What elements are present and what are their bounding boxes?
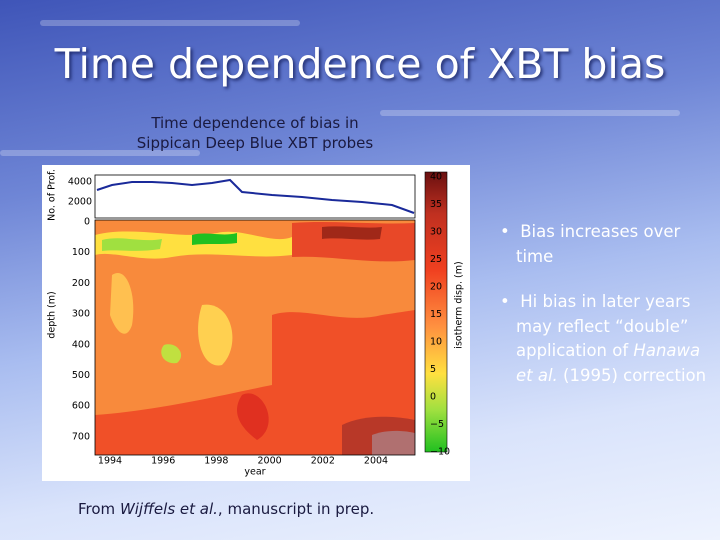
colorbar-tick-label: 5 (430, 364, 436, 375)
contour-region (237, 393, 269, 440)
y-tick-label: 200 (72, 278, 90, 289)
profile-count-line (96, 178, 415, 214)
x-tick-label: 1996 (151, 456, 175, 467)
contour-region (161, 344, 182, 364)
contour-region (102, 238, 162, 251)
figure: No. of Prof. depth (m) year isotherm dis… (42, 165, 470, 481)
figure-caption: Time dependence of bias in (151, 114, 359, 132)
colorbar-tick-label: −5 (430, 419, 444, 430)
background-streak (380, 110, 680, 116)
x-tick-label: 1998 (204, 456, 228, 467)
contour-region (198, 304, 233, 366)
colorbar-tick-label: 25 (430, 254, 442, 265)
colorbar-tick-label: 0 (430, 392, 436, 403)
contour-region (192, 233, 237, 245)
bullet: • Bias increases over time (500, 222, 681, 266)
x-tick-label: 2002 (311, 456, 335, 467)
source-italic: Wijffels et al. (119, 500, 218, 518)
colorbar-tick-label: 15 (430, 309, 442, 320)
contour-region (322, 226, 382, 240)
top-y-tick-label: 4000 (68, 177, 92, 188)
y-tick-label: 0 (84, 217, 90, 228)
top-y-tick-label: 2000 (68, 197, 92, 208)
figure-caption: Sippican Deep Blue XBT probes (136, 134, 374, 152)
top-y-label: No. of Prof. (47, 169, 58, 221)
bullet-italic: Hanawa et al. (516, 341, 701, 385)
contour-region (95, 231, 292, 259)
x-tick-label: 2004 (364, 456, 388, 467)
colorbar-tick-label: −10 (430, 447, 450, 458)
plot-frame (94, 219, 416, 456)
colorbar-tick-label: 20 (430, 282, 442, 293)
bullet-text: Hi bias in later years may reflect “doub… (516, 292, 691, 360)
y-tick-label: 500 (72, 370, 90, 381)
contour-field (94, 219, 416, 456)
background-streak (0, 150, 200, 156)
y-tick-label: 700 (72, 431, 90, 442)
x-tick-label: 1994 (98, 456, 122, 467)
x-label: year (244, 467, 265, 478)
background-streak (40, 20, 300, 26)
bullet: • Hi bias in later years may reflect “do… (500, 292, 707, 385)
source-note: From Wijffels et al., manuscript in prep… (78, 500, 374, 518)
colorbar-label: isotherm disp. (m) (454, 261, 465, 348)
colorbar-tick-label: 30 (430, 227, 442, 238)
y-label: depth (m) (47, 291, 58, 338)
colorbar-tick-label: 35 (430, 199, 442, 210)
source-text: , manuscript in prep. (217, 500, 375, 518)
contour-region (95, 310, 415, 455)
bullet-text: (1995) correction (557, 365, 707, 385)
x-tick-label: 2000 (258, 456, 282, 467)
y-tick-label: 100 (72, 247, 90, 258)
y-tick-label: 600 (72, 401, 90, 412)
colorbar-tick-label: 10 (430, 337, 442, 348)
contour-region (372, 430, 415, 455)
contour-region (110, 273, 134, 334)
y-tick-label: 300 (72, 309, 90, 320)
y-tick-label: 400 (72, 339, 90, 350)
bullet-text: Bias increases over time (516, 222, 681, 266)
source-text: From (78, 500, 120, 518)
colorbar-tick-label: 40 (430, 172, 442, 183)
colorbar (424, 171, 448, 453)
slide-title: Time dependence of XBT bias (54, 40, 666, 88)
